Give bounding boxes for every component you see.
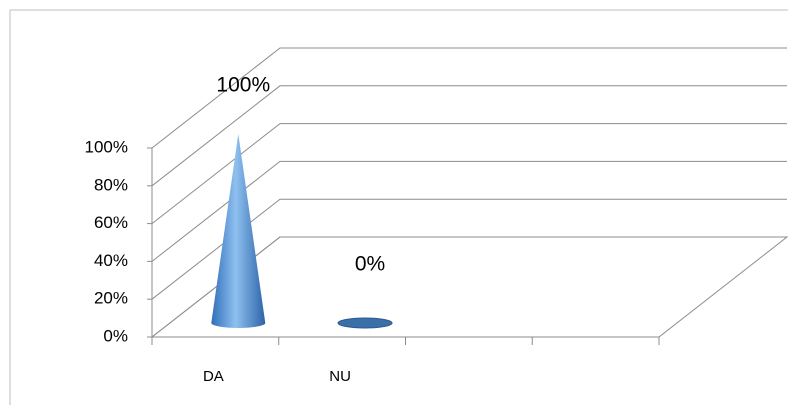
data-label: 0% xyxy=(355,253,385,276)
grid-line xyxy=(151,236,787,338)
data-label: 100% xyxy=(216,74,270,97)
grid-line xyxy=(151,85,787,187)
x-tick-label: DA xyxy=(203,368,224,385)
cone xyxy=(211,134,266,328)
y-tick-label: 60% xyxy=(94,213,128,232)
grid-line xyxy=(151,160,787,262)
grid-line xyxy=(151,47,787,149)
grid-line xyxy=(151,123,787,224)
grid-line xyxy=(151,198,787,300)
y-tick-label: 0% xyxy=(103,326,128,345)
y-tick-label: 100% xyxy=(85,137,128,156)
y-tick-label: 20% xyxy=(94,289,128,308)
y-tick-label: 80% xyxy=(94,175,128,194)
x-tick-label: NU xyxy=(329,368,351,385)
cone xyxy=(337,317,393,329)
frame xyxy=(9,9,788,405)
y-tick-label: 40% xyxy=(94,251,128,270)
